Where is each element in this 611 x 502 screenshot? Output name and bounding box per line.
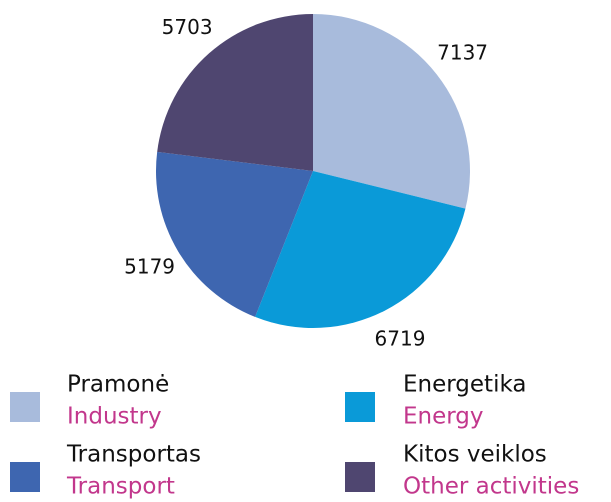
value-label: 6719 xyxy=(375,326,426,350)
pie-slice xyxy=(157,13,313,172)
legend-swatch xyxy=(345,462,375,492)
value-label: 7137 xyxy=(437,40,488,64)
legend-swatch xyxy=(345,392,375,422)
legend-label-en: Energy xyxy=(403,404,484,430)
legend-label: Energetika xyxy=(403,372,526,398)
legend-swatch xyxy=(10,462,40,492)
value-label: 5703 xyxy=(162,15,213,39)
legend-label-en: Transport xyxy=(66,474,175,500)
legend-label: Pramonė xyxy=(67,372,169,398)
value-label: 5179 xyxy=(124,254,175,278)
legend-label-en: Other activities xyxy=(403,474,579,500)
legend-label: Kitos veiklos xyxy=(403,442,547,468)
legend-label: Transportas xyxy=(66,442,201,468)
legend-swatch xyxy=(10,392,40,422)
pie-slice xyxy=(156,151,313,317)
legend-label-en: Industry xyxy=(67,404,162,430)
pie-slice xyxy=(255,171,466,328)
pie-slice xyxy=(313,14,470,209)
